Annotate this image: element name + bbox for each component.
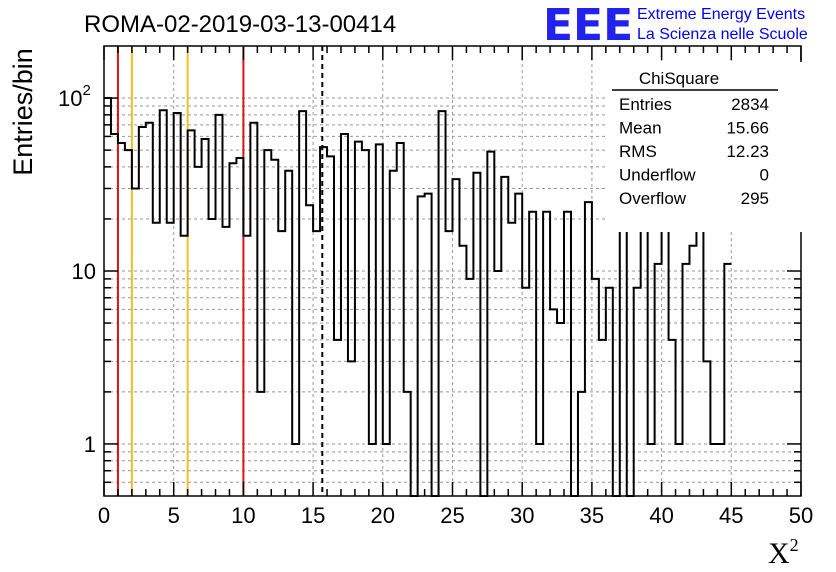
x-tick-label: 45 — [719, 503, 743, 528]
x-tick-label: 35 — [580, 503, 604, 528]
stats-row-label: Entries — [619, 95, 672, 114]
stats-row-value: 0 — [760, 166, 769, 185]
x-tick-label: 5 — [168, 503, 180, 528]
stats-box-rows: Entries 2834 Mean 15.66 RMS 12.23 Underflow 0 Ov… — [619, 95, 769, 208]
x-axis-ticks: 0 5 10 15 20 25 30 35 40 45 50 — [98, 46, 813, 528]
stats-row-label: RMS — [619, 142, 657, 161]
stats-row-value: 12.23 — [726, 142, 769, 161]
x-tick-label: 0 — [98, 503, 110, 528]
grid-lines — [104, 46, 801, 496]
logo-letters: EEE — [543, 0, 633, 51]
stats-row-label: Overflow — [619, 189, 687, 208]
y-axis-label: Entries/bin — [8, 48, 38, 176]
x-tick-label: 10 — [231, 503, 255, 528]
logo-line-2: La Scienza nelle Scuole — [637, 26, 808, 43]
stats-row-label: Mean — [619, 119, 662, 138]
logo-line-1: Extreme Energy Events — [637, 6, 805, 23]
stats-box: ChiSquare Entries 2834 Mean 15.66 RMS 12.23 Un… — [608, 62, 810, 232]
eee-logo: EEE Extreme Energy Events La Scienza nel… — [543, 0, 808, 51]
y-tick-label: 1 — [84, 432, 96, 457]
x-axis-label: X2 — [768, 535, 799, 570]
stats-row-value: 2834 — [731, 95, 769, 114]
y-tick-label: 10 — [72, 259, 96, 284]
chart-title: ROMA-02-2019-03-13-00414 — [84, 11, 396, 38]
x-tick-label: 20 — [371, 503, 395, 528]
x-tick-label: 40 — [649, 503, 673, 528]
x-tick-label: 25 — [440, 503, 464, 528]
x-tick-label: 15 — [301, 503, 325, 528]
x-tick-label: 30 — [510, 503, 534, 528]
stats-row-label: Underflow — [619, 166, 696, 185]
y-tick-label: 102 — [58, 82, 91, 111]
stats-box-title: ChiSquare — [639, 69, 719, 88]
stats-row-value: 295 — [741, 189, 769, 208]
stats-row-value: 15.66 — [726, 119, 769, 138]
x-tick-label: 50 — [789, 503, 813, 528]
